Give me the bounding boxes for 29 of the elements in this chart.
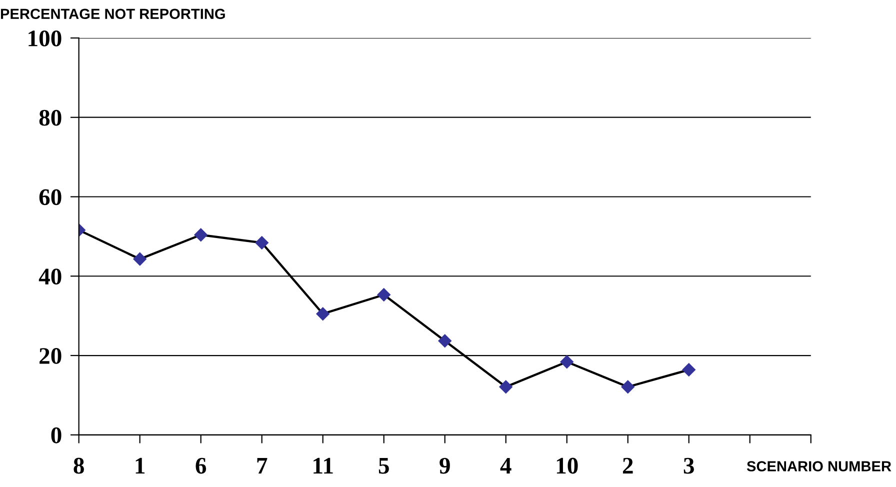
x-tick-label: 6 xyxy=(196,458,206,474)
point xyxy=(255,236,268,250)
point xyxy=(194,228,208,242)
point xyxy=(621,380,634,394)
x-tick-label: 9 xyxy=(440,458,450,474)
point xyxy=(316,307,330,320)
y-tick-label: 20 xyxy=(40,348,62,364)
x-tick-label: 5 xyxy=(378,458,389,474)
point xyxy=(499,380,512,394)
y-tick-label: 80 xyxy=(39,110,62,126)
x-tick-label: 10 xyxy=(556,458,578,474)
y-tick-label: 60 xyxy=(39,189,62,206)
y-tick-label: 100 xyxy=(28,30,62,46)
point xyxy=(682,363,696,376)
point xyxy=(133,252,146,266)
y-tick-label: 40 xyxy=(38,268,62,285)
x-tick-label: 3 xyxy=(684,458,694,474)
x-tick-label: 1 xyxy=(136,458,145,474)
x-tick-label: 7 xyxy=(257,458,268,474)
point xyxy=(438,334,452,348)
x-axis-title: SCENARIO NUMBER xyxy=(746,461,892,472)
x-tick-label: 11 xyxy=(314,458,333,474)
y-axis-title: PERCENTAGE NOT REPORTING xyxy=(0,8,225,20)
point xyxy=(560,355,574,368)
x-tick-label: 8 xyxy=(74,458,84,474)
y-tick-label: 0 xyxy=(51,427,62,444)
x-tick-label: 2 xyxy=(622,458,633,474)
point xyxy=(377,288,390,302)
x-tick-label: 4 xyxy=(500,458,512,474)
